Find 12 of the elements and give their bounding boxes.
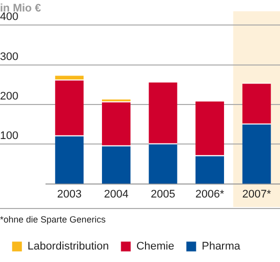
y-tick-label: 100 <box>0 130 18 142</box>
x-tick-label: 2005 <box>150 188 176 200</box>
text: *ohne die Sparte Generics <box>0 214 106 224</box>
legend-label: Labordistribution <box>28 240 109 253</box>
x-tick-label: 2003 <box>57 188 82 200</box>
y-tick-label: 200 <box>0 90 18 103</box>
legend-label: Chemie <box>136 240 174 253</box>
legend-label: Pharma <box>202 240 242 253</box>
x-tick-label: 2004 <box>104 188 128 200</box>
x-tick-label: 2007* <box>242 188 272 200</box>
x-tick-label: 2006* <box>195 188 225 200</box>
y-tick-label: 300 <box>0 50 18 63</box>
